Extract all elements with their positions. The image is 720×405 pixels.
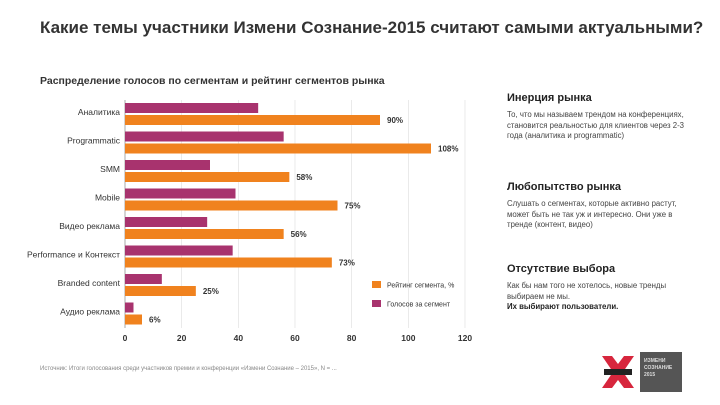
data-label: 90% xyxy=(387,116,403,125)
bar-rating xyxy=(125,172,290,182)
bar-rating xyxy=(125,200,338,211)
bar-votes xyxy=(125,217,208,227)
bar-votes xyxy=(125,302,134,313)
bar-votes xyxy=(125,160,210,170)
legend-swatch-rating xyxy=(372,281,381,288)
data-label: 6% xyxy=(149,316,161,325)
category-label: Аудио реклама xyxy=(60,307,120,317)
insight-heading: Инерция рынка xyxy=(507,92,592,104)
bar-votes xyxy=(125,188,236,199)
bar-rating xyxy=(125,286,196,296)
brand-logo-text: ИЗМЕНИ СОЗНАНИЕ 2015 xyxy=(640,352,682,392)
insight-inertia: Инерция рынка То, что мы называем трендо… xyxy=(507,92,697,142)
x-tick-label: 80 xyxy=(347,333,357,343)
category-label: Branded content xyxy=(58,278,121,288)
legend-swatch-votes xyxy=(372,300,381,307)
bar-votes xyxy=(125,245,233,256)
data-label: 58% xyxy=(296,173,312,182)
chart-subtitle: Распределение голосов по сегментам и рей… xyxy=(40,75,385,87)
insight-text: То, что мы называем трендом на конференц… xyxy=(507,110,685,140)
data-label: 73% xyxy=(339,259,355,268)
bar-votes xyxy=(125,274,162,284)
bar-rating xyxy=(125,314,142,325)
x-tick-label: 0 xyxy=(123,333,128,343)
data-label: 75% xyxy=(345,202,361,211)
x-tick-label: 120 xyxy=(458,333,472,343)
category-label: Programmatic xyxy=(67,136,121,146)
category-label: Аналитика xyxy=(78,107,120,117)
bar-rating xyxy=(125,115,380,125)
insight-heading: Отсутствие выбора xyxy=(507,263,616,275)
bar-rating xyxy=(125,229,284,239)
category-label: SMM xyxy=(100,164,120,174)
insight-curiosity: Любопытство рынка Слушать о сегментах, к… xyxy=(507,181,697,231)
insight-text: Слушать о сегментах, которые активно рас… xyxy=(507,199,677,229)
category-label: Mobile xyxy=(95,193,120,203)
source-footnote: Источник: Итоги голосования среди участн… xyxy=(40,366,337,372)
page-title: Какие темы участники Измени Сознание-201… xyxy=(40,18,704,37)
brand-logo-icon xyxy=(602,356,634,388)
bar-rating xyxy=(125,143,431,154)
x-tick-label: 20 xyxy=(177,333,187,343)
data-label: 56% xyxy=(291,230,307,239)
data-label: 108% xyxy=(438,145,458,154)
x-tick-label: 40 xyxy=(234,333,244,343)
category-label: Performance и Контекст xyxy=(27,250,120,260)
insight-emphasis: Их выбирают пользователи. xyxy=(507,302,619,311)
category-label: Видео реклама xyxy=(59,221,120,231)
bar-rating xyxy=(125,257,332,268)
insight-heading: Любопытство рынка xyxy=(507,181,622,193)
data-label: 25% xyxy=(203,287,219,296)
insight-text: Как бы нам того не хотелось, новые тренд… xyxy=(507,281,667,301)
legend-label-rating: Рейтинг сегмента, % xyxy=(387,282,454,290)
bar-votes xyxy=(125,131,284,142)
insight-no-choice: Отсутствие выбора Как бы нам того не хот… xyxy=(507,263,697,313)
x-tick-label: 100 xyxy=(401,333,415,343)
bar-votes xyxy=(125,103,259,113)
x-tick-label: 60 xyxy=(290,333,300,343)
legend-label-votes: Голосов за сегмент xyxy=(387,302,451,309)
bar-chart: Аналитика 90% Programmatic 108% SMM 58% Mobile… xyxy=(27,100,472,343)
